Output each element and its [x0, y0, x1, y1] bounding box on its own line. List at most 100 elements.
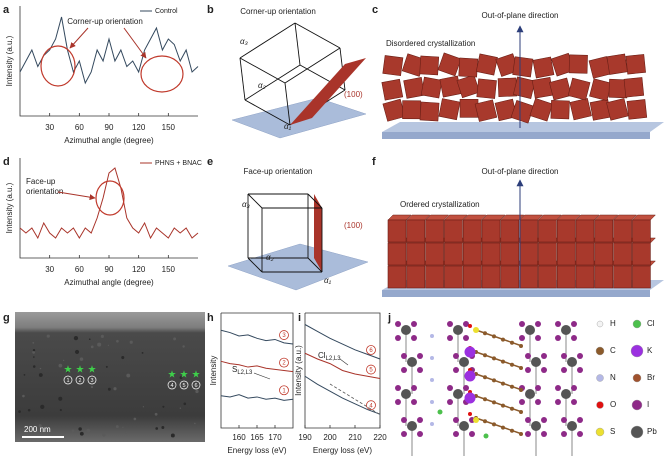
- highlight: [40, 45, 76, 87]
- legend-swatch: [630, 344, 644, 358]
- panel-label: h: [207, 312, 214, 324]
- legend-swatch: [595, 427, 605, 437]
- atom: [510, 406, 514, 411]
- atom: [567, 421, 577, 431]
- bond: [475, 417, 523, 435]
- diagram-title: Face-up orientation: [244, 167, 313, 176]
- x-axis-label: Energy loss (eV): [227, 446, 286, 455]
- marker-star: ★: [180, 370, 189, 381]
- grain: [519, 265, 538, 289]
- arrow: [339, 358, 349, 366]
- grain: [512, 56, 534, 78]
- grain: [402, 100, 421, 120]
- x-axis-label: Energy loss (eV): [313, 446, 372, 455]
- atom: [571, 321, 577, 327]
- atom: [541, 353, 547, 359]
- atom: [561, 389, 571, 399]
- atom: [501, 337, 505, 342]
- grain: [381, 78, 404, 101]
- legend-swatch: [630, 425, 644, 439]
- atom: [483, 375, 487, 380]
- legend-label: Br: [647, 373, 655, 382]
- x-axis-label: Azimuthal angle (degree): [64, 136, 154, 145]
- axis-label: α₁: [324, 276, 332, 285]
- grain: [575, 242, 595, 266]
- legend-label: Pb: [647, 427, 657, 436]
- atom: [453, 353, 459, 359]
- atom: [577, 367, 583, 373]
- grain: [632, 219, 651, 243]
- atom: [459, 357, 469, 367]
- texture: [182, 345, 185, 348]
- series-line: [304, 352, 381, 380]
- grain: [567, 77, 591, 101]
- x-tick-label: 60: [75, 265, 84, 274]
- x-tick-label: 30: [45, 123, 54, 132]
- atom: [510, 362, 514, 367]
- texture: [38, 373, 43, 377]
- grain: [632, 242, 651, 266]
- texture: [161, 426, 165, 429]
- atom: [430, 378, 434, 382]
- legend-swatch: [596, 320, 604, 328]
- diagram-title: Corner-up orientation: [240, 7, 316, 16]
- grain: [568, 54, 588, 74]
- cell-edge: [307, 193, 323, 209]
- atom: [519, 432, 523, 436]
- texture: [90, 385, 94, 389]
- marker-star: ★: [64, 365, 73, 376]
- atom: [541, 417, 547, 423]
- series-line: [304, 375, 381, 415]
- arrow: [69, 27, 89, 49]
- x-tick-label: 150: [162, 265, 176, 274]
- grain: [519, 242, 538, 266]
- texture: [40, 404, 45, 410]
- atom: [468, 324, 472, 328]
- plane-label: (100): [344, 221, 363, 230]
- atom: [531, 421, 541, 431]
- atom: [453, 325, 463, 335]
- texture: [183, 402, 187, 406]
- grain: [444, 219, 463, 243]
- grain: [406, 242, 426, 266]
- grain: [632, 265, 651, 289]
- texture: [23, 374, 26, 376]
- annotation: Corner-up orientation: [67, 17, 143, 26]
- atom: [519, 388, 523, 392]
- marker-label: 5: [182, 383, 185, 389]
- grain: [594, 242, 614, 266]
- x-axis-label: Azimuthal angle (degree): [64, 278, 154, 287]
- series-name: 1: [282, 388, 286, 394]
- substrate-edge: [382, 132, 650, 139]
- grain: [548, 77, 572, 101]
- atom: [411, 321, 417, 327]
- texture: [32, 348, 36, 352]
- texture: [58, 363, 63, 368]
- grain: [425, 219, 444, 243]
- atom: [401, 431, 407, 437]
- atom: [453, 389, 463, 399]
- grain: [500, 219, 520, 243]
- atom: [468, 412, 472, 416]
- atom: [492, 422, 496, 427]
- atom: [501, 381, 505, 386]
- grain: [444, 242, 463, 266]
- texture: [105, 365, 108, 368]
- atom: [447, 385, 453, 391]
- grain: [613, 219, 632, 243]
- marker-circle: [87, 375, 97, 385]
- texture: [32, 350, 36, 354]
- texture: [116, 339, 119, 343]
- grain: [606, 98, 629, 121]
- crystal-plane: [290, 58, 366, 125]
- atom: [492, 334, 496, 339]
- grain: [387, 265, 407, 289]
- grain: [626, 99, 648, 120]
- atom: [525, 353, 531, 359]
- annotation-sub: L2,L3: [237, 370, 253, 376]
- atom: [464, 392, 476, 404]
- atom: [577, 417, 583, 423]
- texture: [46, 334, 50, 338]
- marker-label: 4: [170, 383, 173, 389]
- grain: [606, 53, 628, 75]
